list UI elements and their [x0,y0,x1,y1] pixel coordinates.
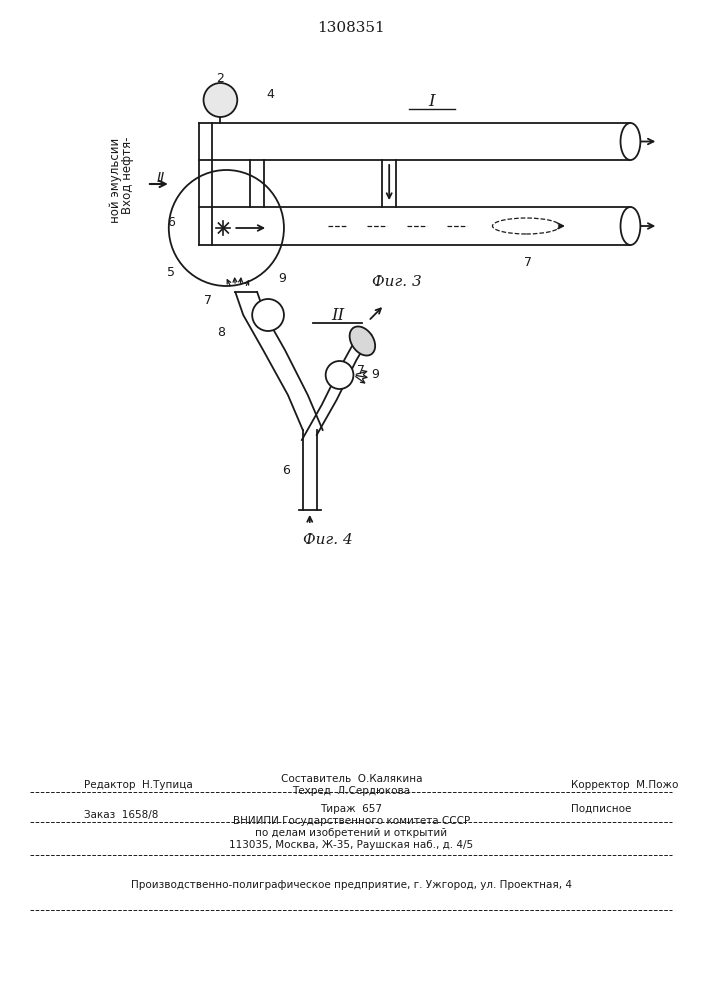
Text: 6: 6 [167,217,175,230]
Ellipse shape [621,207,641,245]
Ellipse shape [349,326,375,356]
Text: 7: 7 [524,256,532,269]
Circle shape [252,299,284,331]
Text: по делам изобретений и открытий: по делам изобретений и открытий [255,828,448,838]
Text: 9: 9 [371,368,379,381]
Text: 113035, Москва, Ж-35, Раушская наб., д. 4/5: 113035, Москва, Ж-35, Раушская наб., д. … [229,840,474,850]
Text: Составитель  О.Калякина: Составитель О.Калякина [281,774,422,784]
Text: 9: 9 [278,271,286,284]
Text: I: I [428,93,436,109]
Text: 1308351: 1308351 [317,21,385,35]
Text: II: II [157,171,165,185]
Text: Фиг. 3: Фиг. 3 [373,275,422,289]
Text: Корректор  М.Пожо: Корректор М.Пожо [571,780,678,790]
Text: II: II [331,306,344,324]
Text: 5: 5 [167,265,175,278]
Text: Заказ  1658/8: Заказ 1658/8 [84,810,159,820]
Text: 2: 2 [216,72,224,85]
Text: 7: 7 [358,363,366,376]
Text: ВНИИПИ Государственного комитета СССР: ВНИИПИ Государственного комитета СССР [233,816,470,826]
Ellipse shape [621,123,641,160]
Circle shape [204,83,238,117]
Text: Вход нефтя-: Вход нефтя- [121,136,134,214]
Text: Подписное: Подписное [571,804,631,814]
Text: 8: 8 [217,326,226,338]
Text: Производственно-полиграфическое предприятие, г. Ужгород, ул. Проектная, 4: Производственно-полиграфическое предприя… [131,880,572,890]
Circle shape [326,361,354,389]
Text: Редактор  Н.Тупица: Редактор Н.Тупица [84,780,193,790]
Text: 4: 4 [266,88,274,101]
Text: 6: 6 [282,464,290,477]
Text: 7: 7 [204,294,213,306]
Text: Тираж  657: Тираж 657 [320,804,382,814]
Text: ной эмульсии: ной эмульсии [109,137,122,223]
Text: Фиг. 4: Фиг. 4 [303,533,353,547]
Text: Техред  Л.Сердюкова: Техред Л.Сердюкова [293,786,411,796]
